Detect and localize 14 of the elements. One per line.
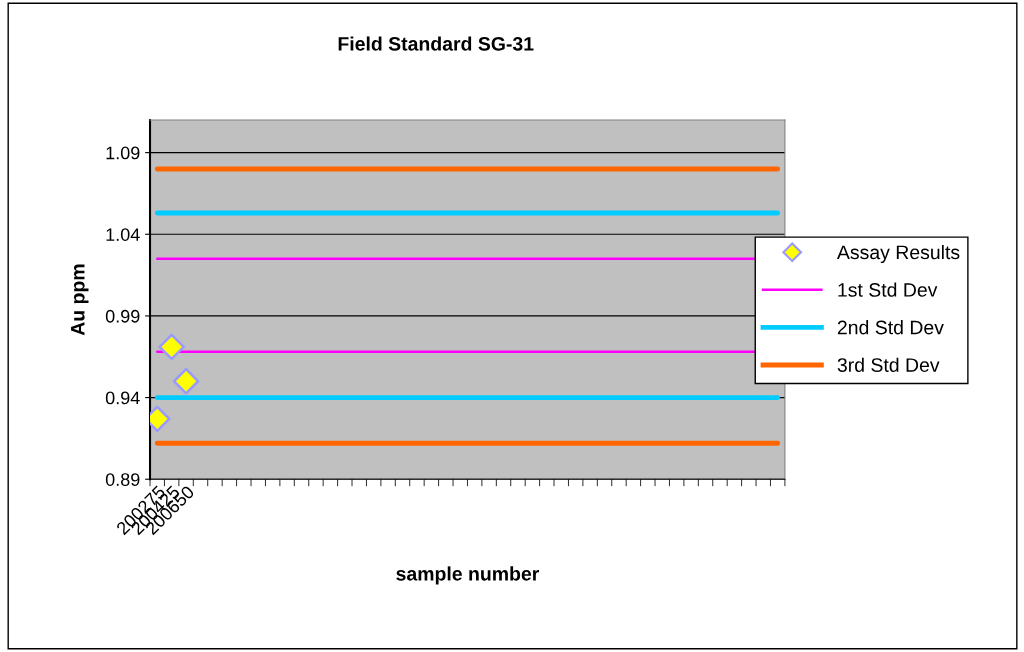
legend-label: 2nd Std Dev [837, 320, 944, 335]
y-axis-title: Au ppm [71, 264, 89, 336]
y-tick-label: 0.89 [105, 473, 140, 486]
legend-label: 3rd Std Dev [837, 357, 940, 372]
y-tick-label: 0.99 [105, 309, 140, 323]
legend-label: 1st Std Dev [838, 282, 938, 297]
y-tick-label: 1.04 [106, 228, 140, 241]
point [158, 333, 185, 361]
x-axis-title: sample number [396, 566, 540, 585]
chart-title: Field Standard SG-31 [338, 36, 534, 51]
y-tick-label: 0.94 [105, 391, 140, 405]
point [172, 367, 200, 395]
y-tick-label: 1.09 [106, 146, 140, 160]
legend-label: Assay Results [836, 244, 960, 264]
